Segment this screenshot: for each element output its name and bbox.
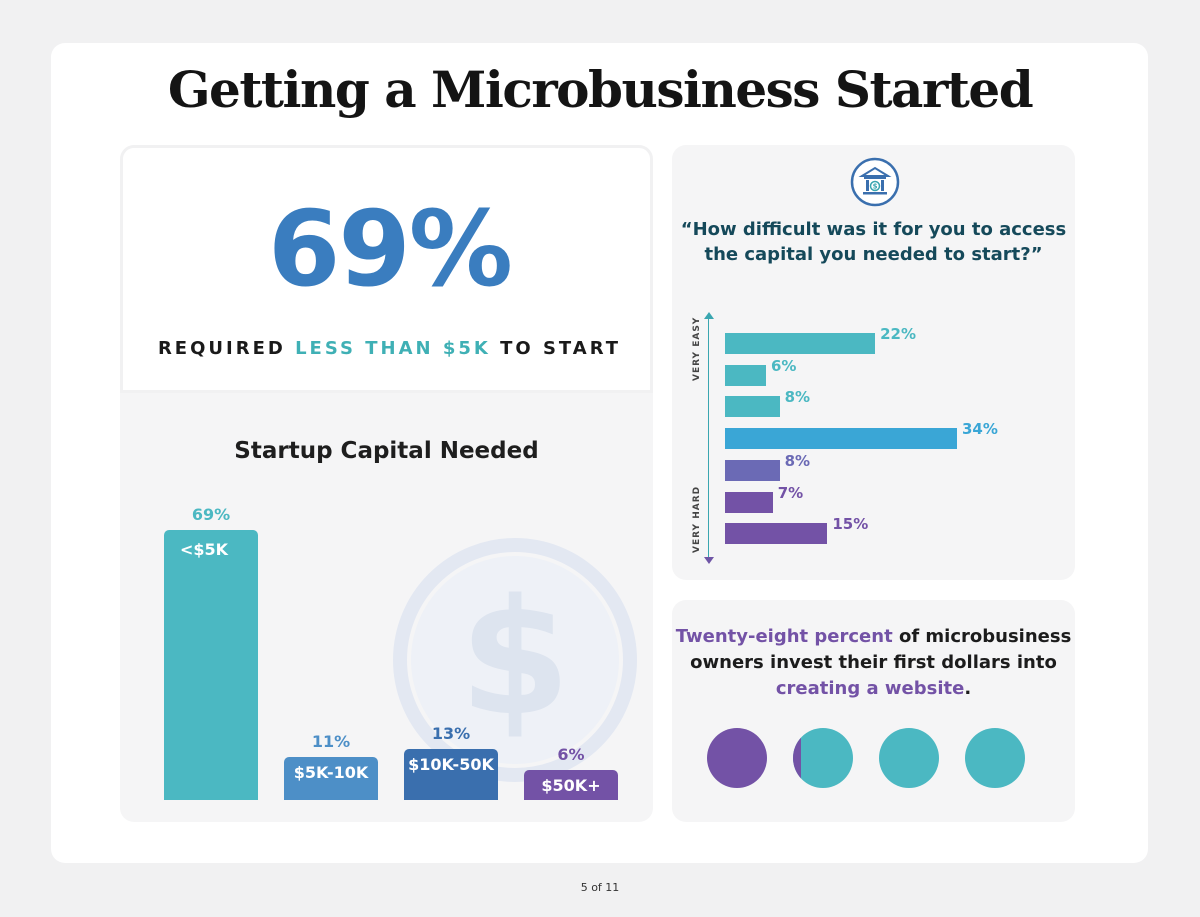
capital-bar-category-label: $10K-50K [408,755,494,775]
survey-question: “How difficult was it for you to access … [680,219,1067,265]
fraction-circle [793,728,853,788]
caption-after: TO START [490,338,622,359]
difficulty-bar [725,364,766,386]
fact-highlight-percent: Twenty-eight percent [675,626,893,647]
headline-percentage: 69% [268,188,513,310]
difficulty-bar [725,333,876,354]
capital-bar [164,530,258,800]
difficulty-bar [725,428,957,450]
axis-arrow-up-icon [704,312,714,319]
capital-bar-chart: <$5K 69% $5K-10K 11% $10K-50K 13% $50K+ 6% [120,145,653,822]
difficulty-bar [725,523,828,545]
fraction-circle [965,728,1025,788]
fraction-circle [879,728,939,788]
axis-label-very-hard: VERY HARD [692,485,702,553]
bank-icon: $ [850,157,900,207]
capital-access-panel: $ “How difficult was it for you to acces… [672,145,1075,580]
website-fact-panel: Twenty-eight percent of microbusiness ow… [672,600,1075,822]
page-title: Getting a Microbusiness Started [167,60,1034,119]
capital-bar-value-label: 11% [311,731,351,751]
svg-text:$: $ [459,564,570,751]
fact-text-2: . [964,678,972,699]
page-indicator: 5 of 11 [580,881,620,894]
difficulty-bar [725,491,773,513]
capital-bar-category-label: $50K+ [541,776,601,795]
capital-bar [404,749,498,800]
difficulty-bar-value-label: 8% [784,451,811,470]
difficulty-axis [708,317,709,562]
capital-bar [524,770,618,800]
capital-chart-title: Startup Capital Needed [234,438,539,464]
capital-bar-value-label: 6% [557,745,585,764]
caption-highlight: LESS THAN $5K [295,338,491,359]
capital-bar-value-label: 13% [431,724,471,744]
startup-capital-panel: 69% REQUIRED LESS THAN $5K TO START Star… [120,145,653,822]
fact-text-1: of microbusiness owners invest their fir… [690,626,1072,673]
caption-before: REQUIRED [157,338,296,359]
axis-label-very-easy: VERY EASY [692,316,702,381]
headline-stat-box: 69% REQUIRED LESS THAN $5K TO START [120,145,653,393]
headline-caption: REQUIRED LESS THAN $5K TO START [123,338,653,359]
fraction-circle [707,728,767,788]
capital-bar-category-label: $5K-10K [293,762,369,782]
capital-bar-category-label: <$5K [180,540,229,559]
difficulty-bar [725,396,780,418]
difficulty-bar-value-label: 6% [770,356,797,375]
fraction-circle-partial [793,737,801,779]
axis-arrow-down-icon [704,557,714,564]
fact-highlight-website: creating a website [775,678,965,699]
difficulty-bar-value-label: 34% [962,420,998,439]
difficulty-bar [725,459,780,481]
difficulty-bar-value-label: 15% [832,515,869,534]
capital-bar [284,756,378,800]
difficulty-bar-value-label: 7% [777,483,804,502]
difficulty-bar-value-label: 8% [784,388,811,407]
dollar-watermark-icon: $ [393,538,637,782]
svg-text:$: $ [873,183,878,191]
capital-bar-value-label: 69% [191,505,231,524]
difficulty-bar-value-label: 22% [880,325,917,343]
website-fact-text: Twenty-eight percent of microbusiness ow… [672,624,1075,702]
fraction-circles [707,728,1025,788]
